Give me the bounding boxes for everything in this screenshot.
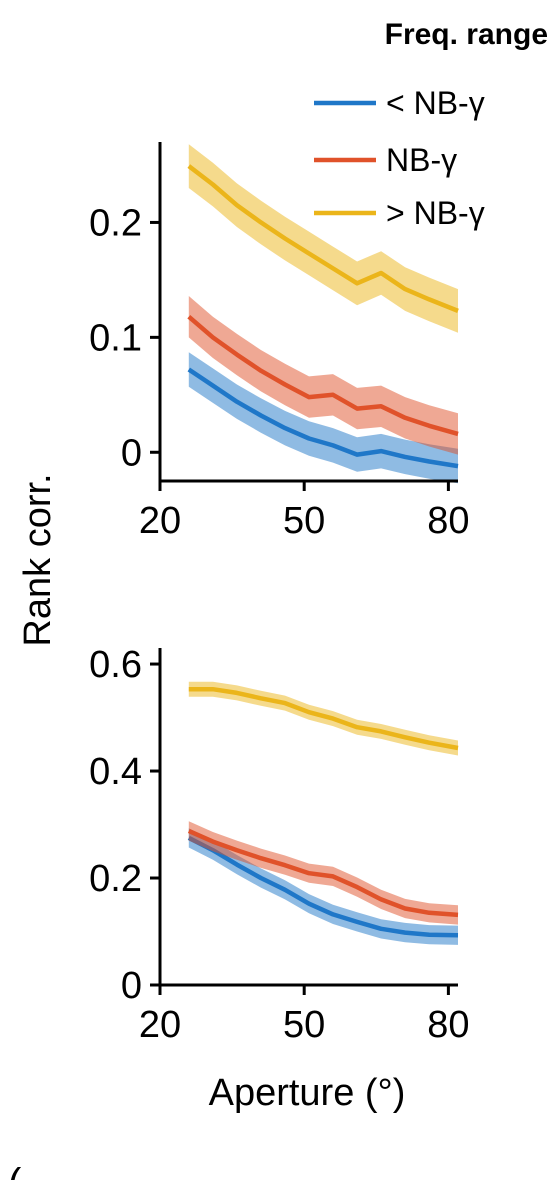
x-tick-label: 80	[427, 500, 469, 542]
series-0-error-band	[188, 352, 459, 484]
series-2-error-band	[188, 681, 459, 756]
x-tick-label: 50	[283, 500, 325, 542]
series-0-line	[187, 835, 459, 938]
y-tick-label: 0	[121, 965, 142, 1007]
y-tick-label: 0.6	[89, 644, 142, 686]
y-tick-label: 0.2	[89, 858, 142, 900]
x-tick-label: 20	[139, 1004, 181, 1046]
top-panel: 0 0.1 0.2 20 50 80	[89, 142, 470, 542]
series-2-line	[187, 164, 459, 313]
legend-label-nb: NB-γ	[386, 142, 457, 178]
y-tick-label: 0.1	[89, 317, 142, 359]
y-tick-label: 0.2	[89, 202, 142, 244]
legend-title: Freq. range	[385, 18, 548, 51]
series-2-error-band	[188, 144, 459, 333]
series-0-line	[187, 367, 459, 469]
x-tick-label: 80	[427, 1004, 469, 1046]
legend-label-above: > NB-γ	[386, 195, 485, 231]
legend: Freq. range < NB-γ NB-γ > NB-γ	[314, 18, 548, 231]
bottom-panel: 0 0.2 0.4 0.6 20 50 80	[89, 644, 469, 1046]
x-tick-label: 20	[139, 500, 181, 542]
legend-label-below: < NB-γ	[386, 85, 485, 121]
y-axis-label: Rank corr.	[17, 473, 59, 646]
y-tick-label: 0	[121, 432, 142, 474]
series-1-line	[187, 828, 459, 918]
series-1-error-band	[188, 296, 459, 455]
x-tick-label: 50	[283, 1004, 325, 1046]
x-axis-label: Aperture (°)	[209, 1072, 406, 1114]
series-1-line	[187, 314, 459, 437]
series-2-line	[188, 686, 459, 751]
partial-glyph: (	[8, 1161, 22, 1180]
y-tick-label: 0.4	[89, 751, 142, 793]
